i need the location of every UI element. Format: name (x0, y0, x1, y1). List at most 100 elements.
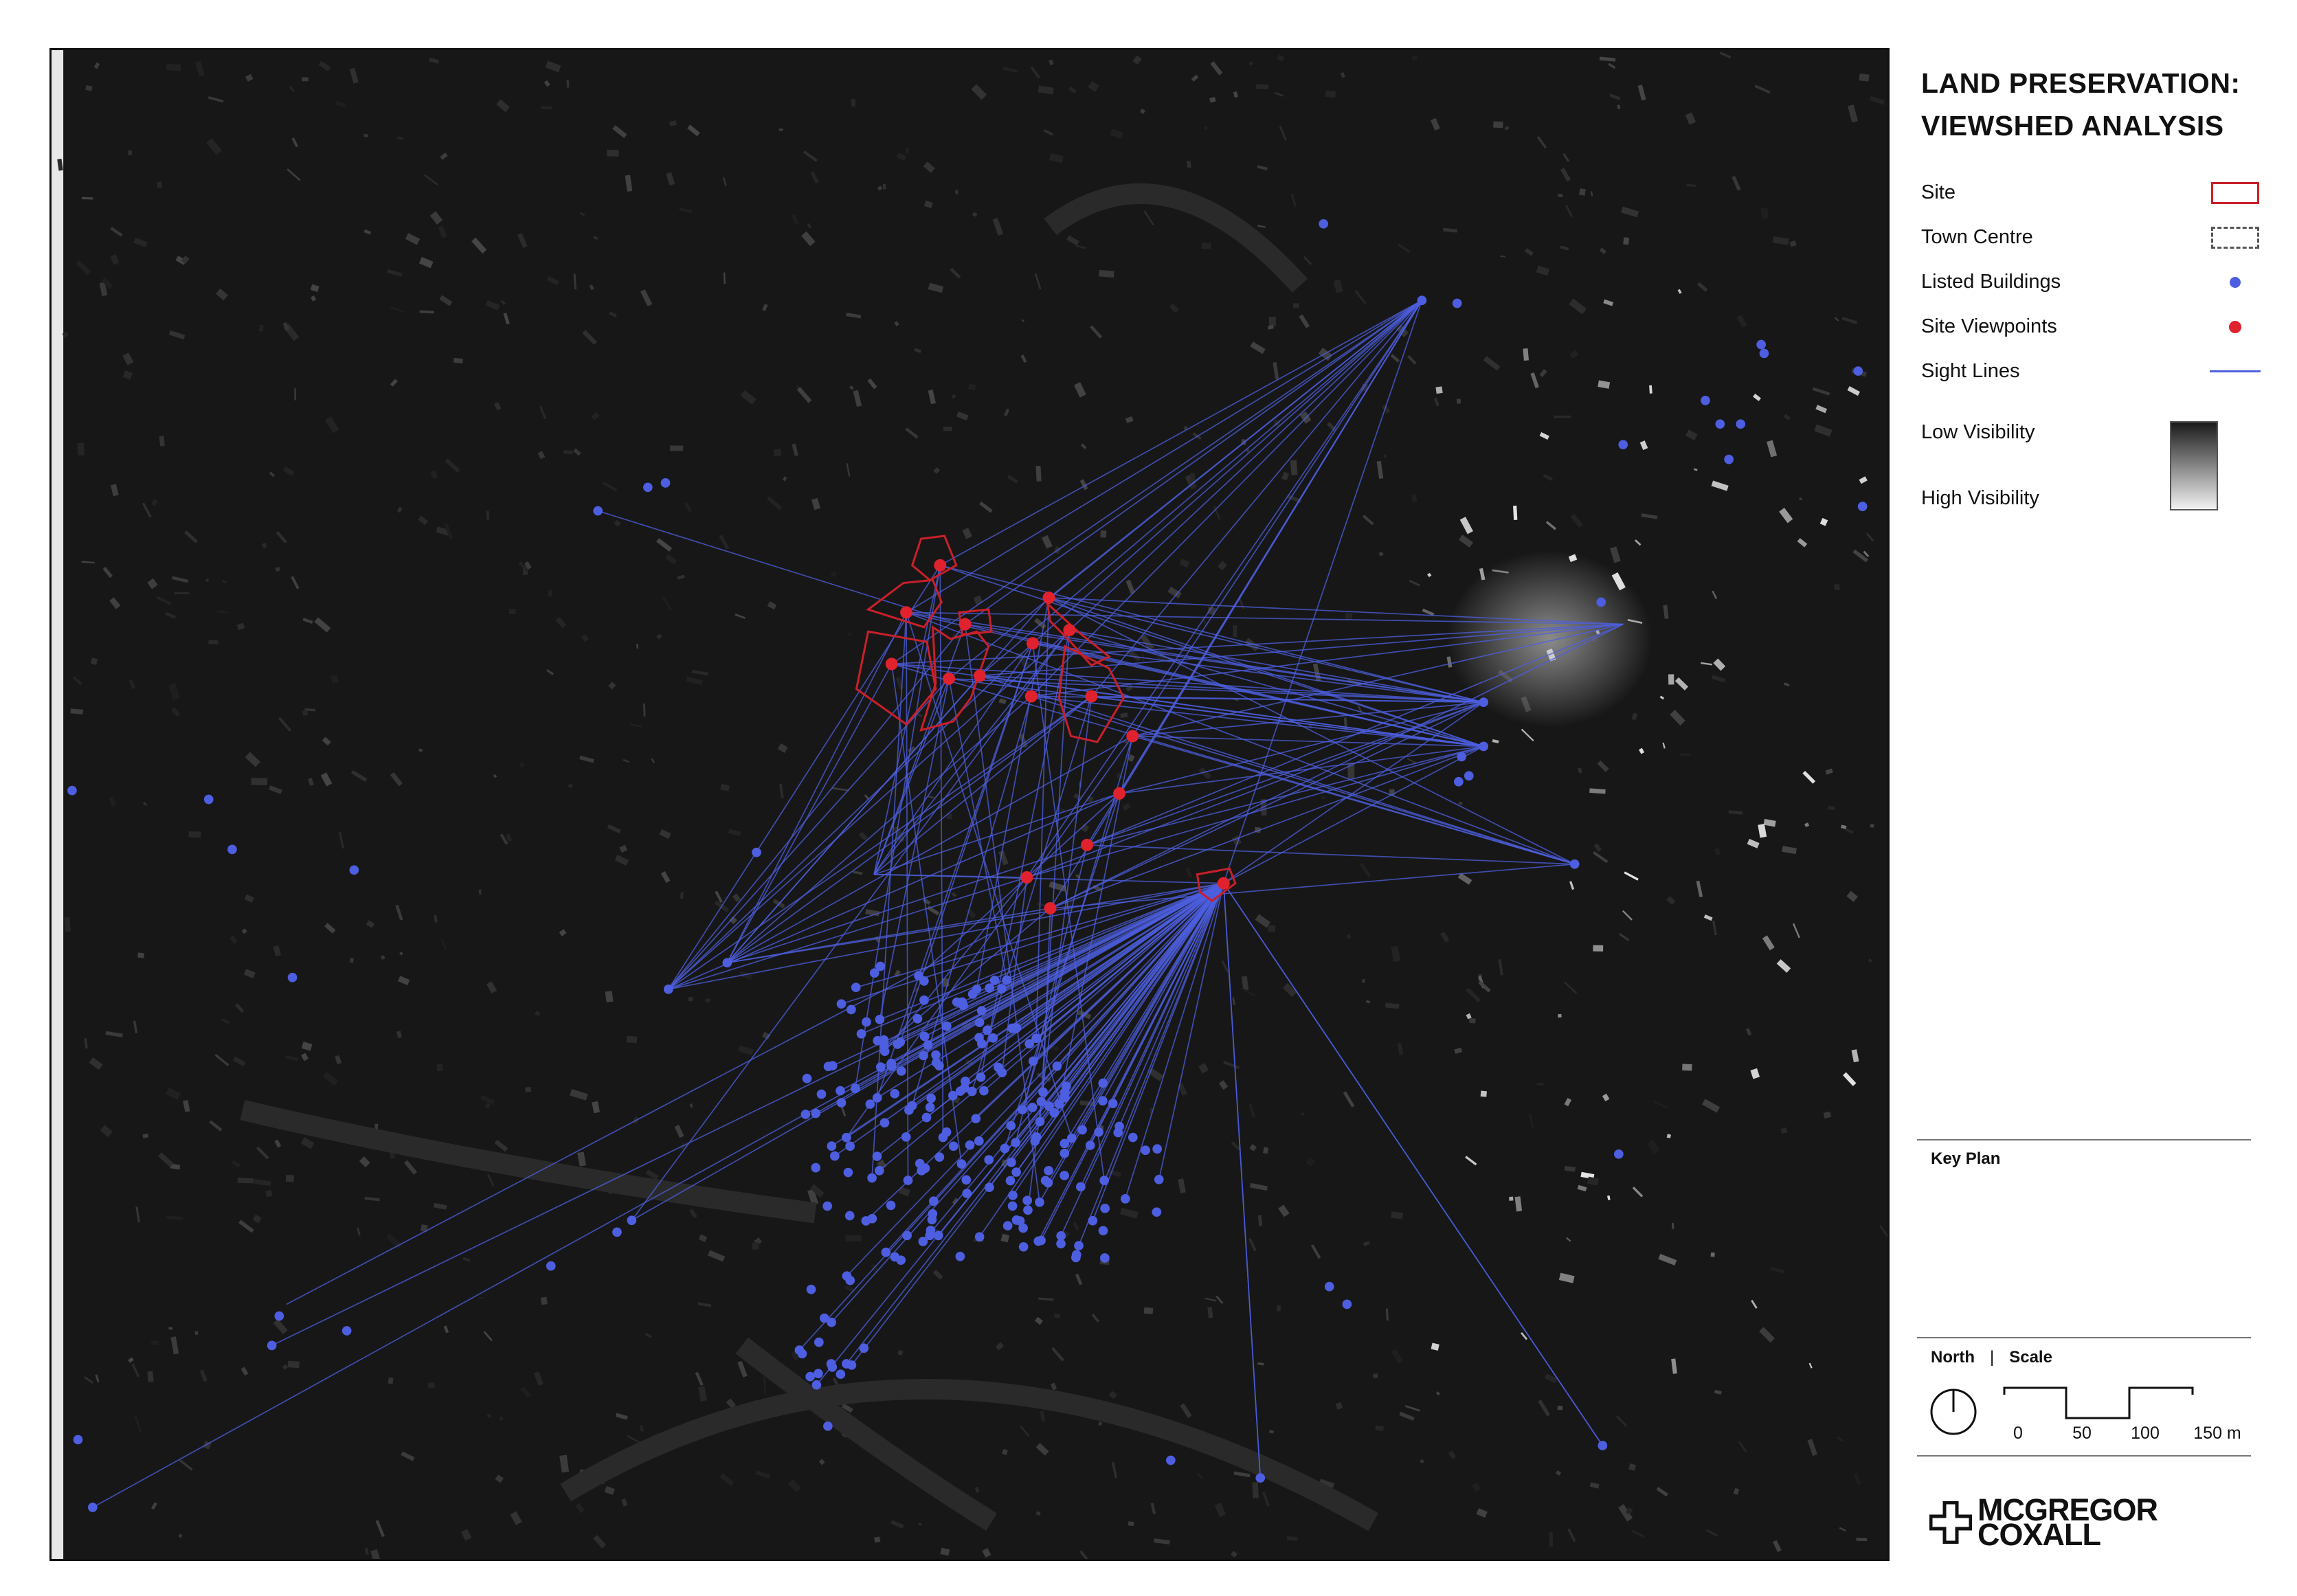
building-footprint (1797, 538, 1808, 548)
site-viewpoint-dot (1217, 877, 1230, 890)
building-footprint (430, 470, 438, 480)
building-footprint (656, 538, 673, 552)
visibility-gradient-bar (2170, 421, 2218, 510)
building-footprint (1177, 1083, 1188, 1097)
building-footprint (1128, 1521, 1134, 1527)
building-footprint (439, 295, 453, 306)
building-footprint (577, 1151, 586, 1167)
building-footprint (1523, 348, 1529, 361)
listed-building-dot (643, 482, 653, 493)
building-footprint (265, 1189, 273, 1198)
building-footprint (1290, 193, 1297, 207)
building-footprint (848, 633, 851, 636)
building-footprint (122, 352, 134, 366)
building-footprint (807, 223, 812, 229)
listed-building-dot (915, 1158, 925, 1169)
sight-line (855, 882, 1224, 989)
sight-line (1223, 701, 1484, 884)
sight-line (1050, 701, 1484, 909)
building-footprint (811, 497, 821, 510)
building-footprint (1122, 802, 1131, 811)
building-footprint (1343, 1091, 1355, 1108)
sight-line (1053, 883, 1224, 1114)
building-footprint (539, 405, 547, 420)
building-footprint (350, 958, 354, 963)
listed-building-dot (811, 1380, 822, 1390)
building-footprint (1125, 416, 1134, 423)
listed-building-dot (816, 1089, 827, 1099)
building-footprint (1587, 1176, 1599, 1186)
building-footprint (1362, 515, 1374, 526)
building-footprint (1783, 414, 1791, 420)
building-footprint (697, 1302, 712, 1307)
listed-building-dot (997, 984, 1007, 994)
building-footprint (1569, 350, 1579, 359)
building-footprint (1198, 1063, 1209, 1074)
divider-key-plan (1917, 1139, 2251, 1140)
building-footprint (1412, 55, 1418, 60)
building-footprint (1422, 608, 1435, 616)
building-footprint (1846, 890, 1858, 902)
building-footprint (1677, 289, 1682, 294)
building-footprint (244, 894, 254, 903)
building-footprint (418, 515, 429, 526)
building-footprint (579, 212, 585, 216)
listed-building-dot (959, 1083, 970, 1093)
building-footprint (1257, 1362, 1264, 1366)
building-footprint (273, 1318, 288, 1334)
building-footprint (1685, 183, 1696, 188)
building-footprint (1719, 52, 1732, 59)
building-footprint (1589, 788, 1606, 794)
building-footprint (719, 1473, 735, 1487)
building-footprint (1789, 240, 1797, 247)
building-footprint (1634, 539, 1641, 546)
listed-building-dot (1120, 1194, 1130, 1204)
listed-building-dot (955, 1251, 965, 1261)
building-footprint (1802, 770, 1816, 784)
building-footprint (1589, 1482, 1600, 1489)
listed-building-dot (827, 1061, 838, 1071)
building-footprint (604, 1485, 615, 1495)
building-footprint (762, 1031, 771, 1040)
building-footprint (1631, 712, 1638, 721)
building-footprint (982, 1548, 991, 1558)
building-footprint (168, 682, 180, 701)
building-footprint (338, 831, 345, 849)
listed-building-dot (227, 844, 237, 855)
building-footprint (1443, 227, 1457, 233)
sight-lines-layer (92, 300, 1624, 1508)
building-footprint (651, 758, 655, 763)
sight-line (846, 883, 1224, 1364)
site-viewpoint-dot (900, 606, 913, 619)
building-footprint (1128, 754, 1135, 763)
sight-line (876, 643, 1033, 1099)
building-footprint (1300, 1112, 1305, 1116)
building-footprint (1736, 315, 1747, 328)
building-footprint (796, 387, 812, 403)
building-footprint (478, 889, 482, 895)
listed-building-dot (1701, 396, 1710, 405)
sight-line (1009, 883, 1224, 1182)
building-footprint (1597, 760, 1609, 772)
listed-building-dot (1028, 1056, 1038, 1066)
viewshed-map[interactable] (49, 48, 1890, 1561)
listed-building-dot (1018, 1241, 1029, 1252)
building-footprint (1399, 1411, 1415, 1421)
sight-line (911, 696, 1032, 1106)
listed-building-dot (1452, 298, 1462, 308)
building-footprint (1617, 104, 1621, 109)
building-footprint (1536, 136, 1547, 148)
sight-line (979, 623, 1624, 677)
listed-building-dot (546, 1261, 556, 1271)
listed-building-dot (797, 1349, 807, 1359)
listed-building-dot (1056, 1239, 1066, 1249)
listed-building-dot (1598, 1441, 1608, 1450)
building-footprint (1870, 824, 1874, 828)
building-footprint (1538, 1400, 1551, 1417)
sight-line (1050, 863, 1575, 909)
building-footprint (763, 1376, 766, 1394)
building-footprint (1435, 386, 1443, 394)
building-footprint (221, 1018, 229, 1024)
building-footprint (1179, 559, 1190, 568)
building-footprint (1834, 317, 1839, 322)
